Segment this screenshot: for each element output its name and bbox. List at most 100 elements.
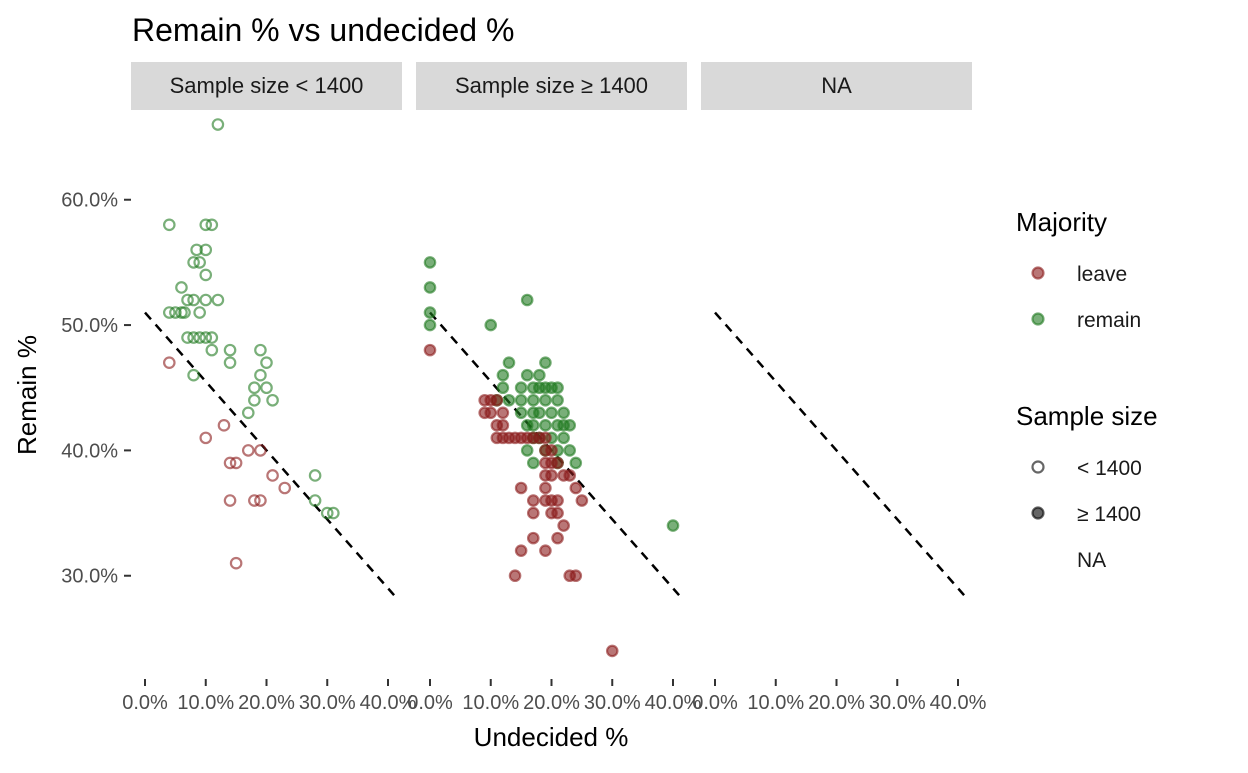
data-point-remain [260,381,273,395]
data-point-remain [211,118,225,131]
data-point-remain [539,356,552,369]
x-axis-tick-label: 0.0% [692,692,738,714]
data-point-leave [551,531,564,545]
x-axis-tick-label: 40.0% [645,692,702,714]
legend-item-label: ≥ 1400 [1077,503,1141,526]
data-point-leave [223,494,237,507]
data-point-remain [266,393,279,407]
data-point-leave [163,356,176,369]
data-point-leave [551,494,564,507]
data-point-remain [193,256,206,269]
data-point-remain [193,306,206,319]
data-point-remain [551,381,564,395]
data-point-remain [175,281,188,294]
x-axis-tick-label: 20.0% [808,692,865,714]
data-point-leave [526,506,540,520]
legend-key-leave [1031,266,1045,280]
data-point-leave [569,569,583,583]
data-point-remain [205,331,219,344]
data-point-remain [205,218,219,232]
data-point-remain [223,343,237,357]
data-point-remain [199,218,213,232]
legend-title: Sample size [1016,401,1158,431]
data-point-leave [557,519,570,532]
reference-line [144,311,396,596]
data-point-remain [563,419,577,432]
data-point-leave [223,456,237,470]
data-point-leave [496,406,510,420]
reference-line [714,311,966,596]
data-point-remain [496,368,510,382]
y-axis-tick-label: 30.0% [61,566,118,588]
data-point-leave [508,569,522,583]
legend-key-sample-size [1031,506,1045,520]
series-remain [163,118,340,520]
data-point-leave [551,456,564,470]
data-point-remain [193,331,206,344]
data-point-remain [260,356,273,369]
data-point-leave [539,544,552,557]
data-point-remain [569,456,583,470]
x-axis-tick-label: 10.0% [747,692,804,714]
data-point-remain [181,331,194,344]
data-point-remain [666,519,680,532]
data-point-remain [169,306,182,319]
data-point-remain [199,331,213,344]
data-point-remain [557,431,570,445]
legend: Majority leave remain Sample size < 1400 ≥ 14… [1016,207,1158,572]
data-point-leave [605,644,619,658]
data-point-remain [514,393,528,407]
data-point-leave [199,431,213,445]
y-axis: 30.0% 40.0% 50.0% 60.0% [61,190,131,588]
data-point-leave [526,531,540,545]
data-point-remain [241,406,255,420]
data-point-leave [539,431,552,445]
data-point-remain [423,281,437,294]
legend-key-sample-size [1031,460,1045,474]
data-point-remain [187,331,200,344]
data-point-leave [496,419,510,432]
x-axis-tick-label: 20.0% [238,692,295,714]
data-point-leave [229,556,243,570]
data-point-remain [187,368,200,382]
data-point-remain [539,393,552,407]
legend-item-label: remain [1077,309,1141,332]
data-point-leave [266,469,279,482]
x-axis-tick-label: 30.0% [299,692,356,714]
data-point-remain [533,406,546,420]
facet-strip-label: Sample size < 1400 [170,73,364,98]
x-axis-tick-label: 30.0% [869,692,926,714]
data-point-leave [241,444,255,457]
x-axis-tick-label: 30.0% [584,692,641,714]
data-point-leave [526,494,540,507]
data-point-remain [178,306,191,319]
facet-panel: NA 0.0% 10.0% 20.0% 30.0% 40.0% [692,62,987,714]
data-point-remain [484,318,498,332]
data-point-remain [254,343,267,357]
data-point-remain [163,306,176,319]
data-point-remain [190,243,203,257]
data-point-remain [551,393,564,407]
data-point-remain [520,368,534,382]
legend-group: Majority leave remain [1016,207,1141,332]
x-axis-label: Undecided % [474,722,629,752]
data-point-remain [308,469,322,482]
data-point-remain [423,306,437,319]
data-point-remain [502,393,516,407]
data-point-remain [563,444,577,457]
data-point-remain [199,268,213,282]
data-point-remain [423,318,437,332]
data-point-remain [557,406,570,420]
y-axis-tick-label: 60.0% [61,190,118,212]
data-point-remain [211,293,225,307]
data-point-leave [539,481,552,495]
data-point-leave [514,481,528,495]
data-point-remain [248,393,261,407]
data-point-remain [545,406,558,420]
facet-panel: Sample size ≥ 1400 0.0% 10.0% 20.0% 30.0% 40.… [407,62,702,714]
x-axis-tick-label: 40.0% [930,692,987,714]
facet-strip [701,62,972,110]
